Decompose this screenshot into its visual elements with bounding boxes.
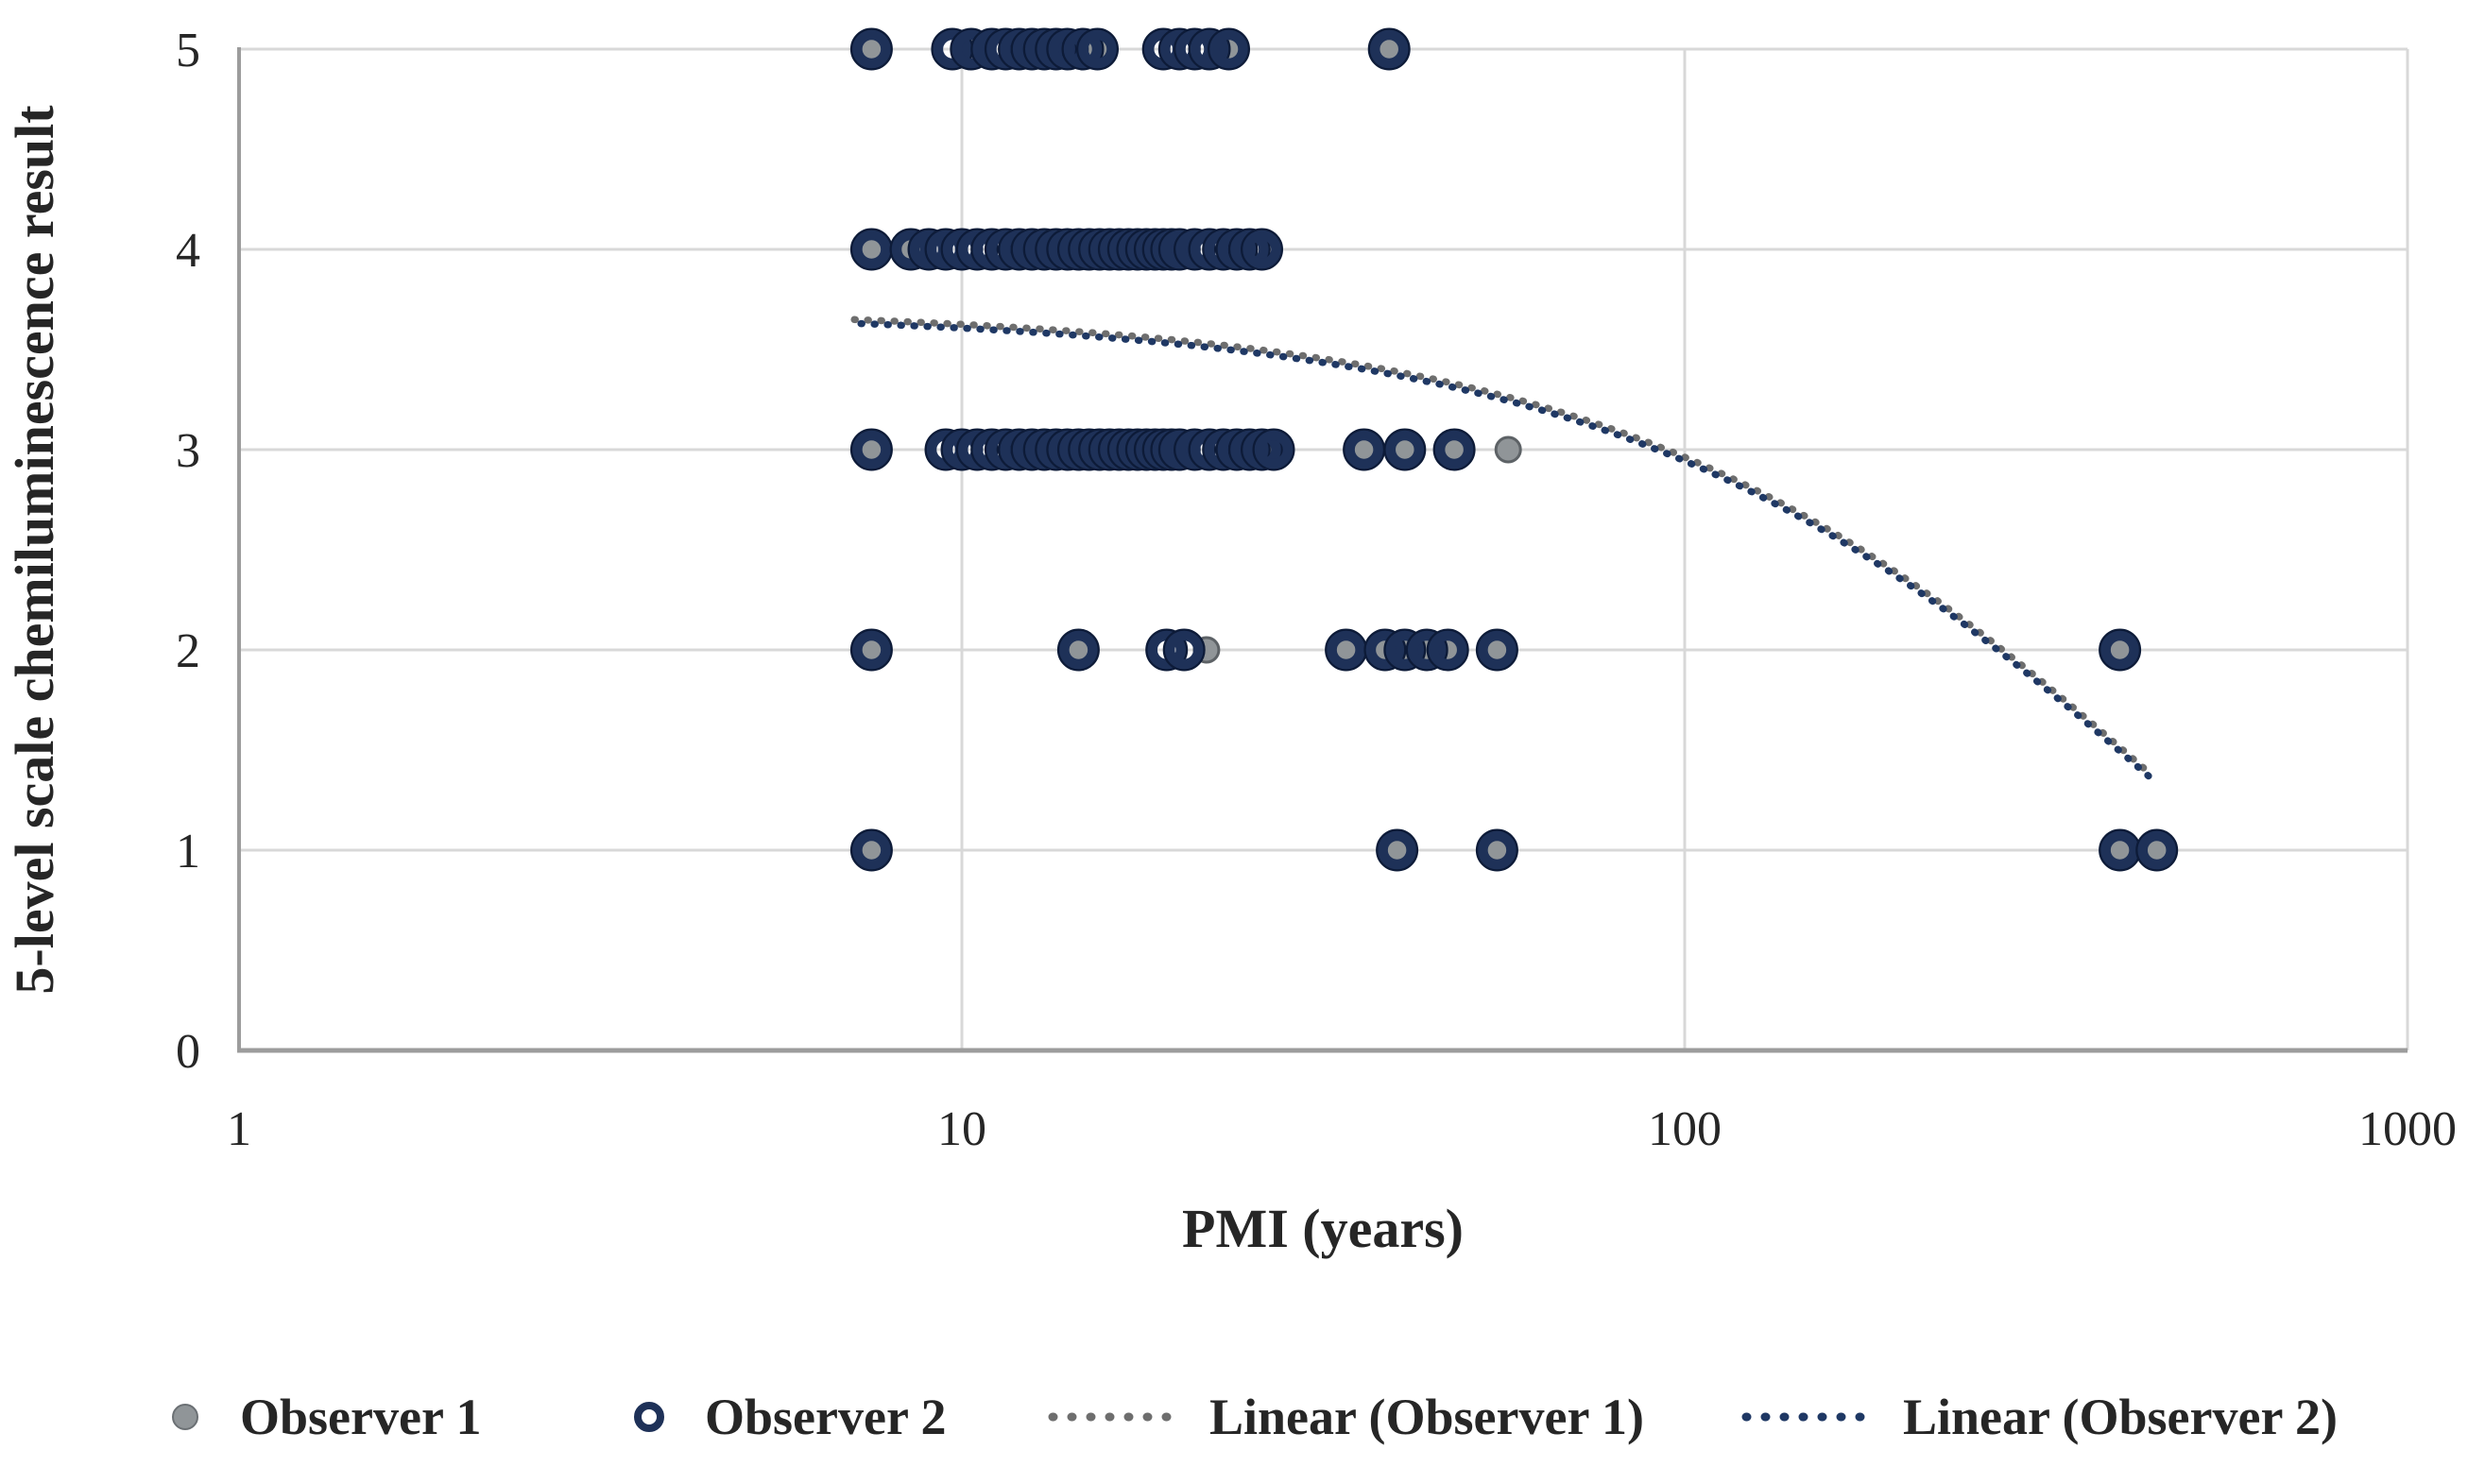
observer2-point (1190, 29, 1229, 69)
observer2-point-outline (1363, 628, 1407, 672)
observer2-point (1369, 29, 1409, 69)
observer2-point (1078, 29, 1117, 69)
observer2-point (1428, 630, 1467, 670)
observer2-point-outline (849, 27, 893, 71)
observer2-point-outline (2135, 828, 2179, 872)
observer2-point (2137, 830, 2176, 870)
observer2-point-outline (849, 828, 893, 872)
observer2-point (852, 230, 891, 269)
legend-label: Observer 1 (240, 1389, 482, 1445)
legend-item-linear-observer2: Linear (Observer 2) (1740, 1374, 2338, 1459)
observer2-point (1059, 630, 1098, 670)
observer2-point-outline (1188, 27, 1231, 71)
observer2-point (1147, 630, 1186, 670)
observer2-point-outline (1383, 628, 1427, 672)
observer2-point-outline (1432, 428, 1476, 471)
gridlines (237, 47, 2409, 1052)
observer2-point-outline (1076, 27, 1119, 71)
observer2-point (1407, 630, 1447, 670)
observer2-point-outline (955, 428, 999, 471)
observer2-point (2100, 830, 2139, 870)
observer2-point-outline (1061, 27, 1105, 71)
observer2-point (852, 830, 891, 870)
observer2-point (1365, 630, 1405, 670)
observer2-point (1345, 430, 1383, 469)
legend-item-linear-observer1: Linear (Observer 1) (1047, 1374, 1644, 1459)
trendline-observer1 (850, 316, 2154, 778)
observer2-point (852, 29, 891, 69)
observer2-point-outline (849, 628, 893, 672)
observer2-point (852, 630, 891, 670)
observer2-point-outline (1227, 228, 1271, 271)
observer2-point-outline (1475, 628, 1518, 672)
trendlines (850, 316, 2154, 782)
observer2-point-outline (1376, 828, 1419, 872)
data-points (849, 27, 2179, 872)
observer2-legend-ring-icon (634, 1402, 664, 1432)
observer2-point-outline (1227, 428, 1271, 471)
observer2-point (1254, 430, 1294, 469)
x-tick-label: 10 (937, 1102, 986, 1156)
y-tick-label: 1 (176, 825, 200, 878)
x-tick-label: 1000 (2358, 1102, 2457, 1156)
observer2-point-outline (1208, 27, 1250, 71)
legend-item-observer1: Observer 1 (168, 1374, 481, 1459)
observer2-point-outline (1035, 27, 1078, 71)
legend-item-observer2: Observer 2 (631, 1374, 946, 1459)
legend: Observer 1 Observer 2 Linear (Observer 1… (0, 1374, 2485, 1459)
y-tick-label: 5 (176, 24, 200, 77)
observer2-point (933, 29, 972, 69)
y-tick-label: 4 (176, 224, 200, 278)
observer2-point-outline (1405, 628, 1448, 672)
linear-observer2-dotted-line-icon (1741, 1412, 1882, 1422)
x-tick-label: 100 (1648, 1102, 1722, 1156)
observer2-point-outline (1475, 828, 1518, 872)
observer2-point-outline (1174, 428, 1216, 471)
observer2-point-outline (1174, 228, 1216, 271)
observer2-point-outline (1056, 628, 1100, 672)
linear-observer1-dotted-line-icon (1048, 1412, 1189, 1422)
legend-label: Linear (Observer 2) (1903, 1389, 2338, 1445)
observer2-point-outline (2099, 628, 2142, 672)
observer2-point-outline (1241, 428, 1283, 471)
observer2-point (2100, 630, 2139, 670)
observer2-point-outline (1215, 228, 1259, 271)
x-axis-title: PMI (years) (1182, 1198, 1464, 1259)
observer2-point-outline (1162, 628, 1206, 672)
trendline-observer2 (850, 319, 2154, 782)
legend-label: Linear (Observer 1) (1209, 1389, 1644, 1445)
observer2-point (1209, 29, 1248, 69)
observer2-point-outline (1252, 428, 1295, 471)
y-tick-label: 3 (176, 424, 200, 478)
y-tick-label: 0 (176, 1025, 200, 1079)
observer2-point (1434, 430, 1474, 469)
observer2-point (1242, 230, 1281, 269)
observer2-point-outline (955, 228, 999, 271)
observer2-point (1478, 830, 1517, 870)
observer2-point (1378, 830, 1416, 870)
y-axis-title: 5-level scale chemiluminescence result (4, 105, 65, 995)
axis-lines (237, 47, 2408, 1053)
observer2-point (1478, 630, 1517, 670)
observer2-point (1327, 630, 1365, 670)
observer2-point (1164, 630, 1204, 670)
y-tick-label: 2 (176, 624, 200, 678)
observer1-legend-dot-icon (172, 1404, 198, 1430)
legend-label: Observer 2 (705, 1389, 947, 1445)
observer2-point-outline (1367, 27, 1411, 71)
observer2-point (1385, 630, 1425, 670)
x-tick-label: 1 (227, 1102, 251, 1156)
observer2-point-outline (1383, 428, 1427, 471)
observer2-point (1385, 430, 1425, 469)
observer2-point-outline (1241, 228, 1283, 271)
observer2-point-outline (1426, 628, 1469, 672)
observer2-point-outline (849, 428, 893, 471)
observer1-point (1494, 435, 1522, 464)
observer2-point-outline (1145, 628, 1189, 672)
observer2-point (852, 430, 891, 469)
